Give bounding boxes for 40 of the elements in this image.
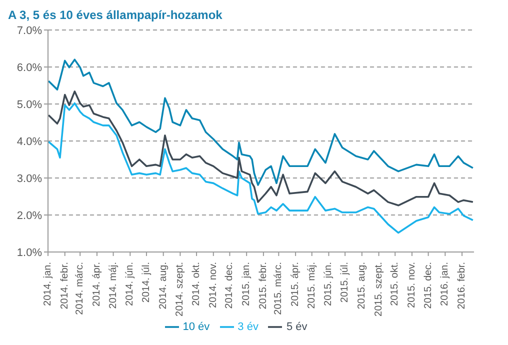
line-series bbox=[48, 58, 474, 186]
x-tick-label: 2014. ápr. bbox=[91, 262, 102, 306]
x-tick-label: 2014. aug. bbox=[158, 262, 169, 310]
y-tick-label: 6.0% bbox=[16, 62, 42, 74]
y-tick-label: 1.0% bbox=[16, 246, 42, 259]
x-tick-label: 2014. júl. bbox=[140, 262, 152, 303]
x-tick-label: 2014. nov. bbox=[208, 262, 219, 308]
x-tick-label: 2015. nov. bbox=[406, 262, 418, 308]
x-tick-label: 2015. ápr. bbox=[290, 262, 302, 306]
x-tick-label: 2015. okt. bbox=[390, 262, 401, 306]
x-tick-label: 2016. jan. bbox=[440, 262, 451, 306]
chart-title: A 3, 5 és 10 éves állampapír-hozamok bbox=[8, 8, 224, 22]
x-tick-label: 2014. márc. bbox=[74, 262, 86, 315]
x-tick-label: 2014. dec. bbox=[224, 262, 236, 309]
legend-label: 3 év bbox=[238, 320, 258, 333]
y-tick-label: 4.0% bbox=[16, 136, 42, 148]
x-tick-label: 2015. febr. bbox=[258, 262, 269, 310]
y-tick-label: 5.0% bbox=[16, 98, 42, 111]
x-tick-label: 2015. aug. bbox=[356, 262, 368, 310]
x-tick-label: 2015. márc. bbox=[273, 262, 284, 315]
x-tick-label: 2014. febr. bbox=[59, 262, 70, 310]
x-tick-label: 2014. okt. bbox=[191, 262, 202, 306]
y-tick-label: 3.0% bbox=[16, 172, 42, 185]
x-tick-label: 2015. máj. bbox=[306, 262, 318, 309]
x-tick-label: 2015. júl. bbox=[340, 262, 351, 303]
x-tick-label: 2016. febr. bbox=[456, 262, 468, 310]
x-tick-label: 2015. szept. bbox=[373, 262, 384, 316]
y-tick-label: 7.0% bbox=[16, 24, 42, 37]
x-tick-label: 2015. jún. bbox=[323, 262, 334, 306]
x-tick-label: 2014. szept. bbox=[174, 262, 186, 316]
x-tick-label: 2014. máj. bbox=[108, 262, 119, 309]
x-tick-label: 2015. jan. bbox=[241, 262, 252, 306]
x-tick-label: 2015. dec. bbox=[422, 262, 434, 309]
line-series bbox=[48, 102, 474, 234]
legend-label: 10 év bbox=[182, 320, 210, 333]
x-tick-label: 2014. jan. bbox=[42, 262, 54, 306]
x-tick-label: 2014. jún. bbox=[124, 262, 136, 306]
legend-label: 5 év bbox=[286, 320, 308, 333]
line-series bbox=[48, 90, 474, 206]
y-tick-label: 2.0% bbox=[16, 210, 42, 222]
